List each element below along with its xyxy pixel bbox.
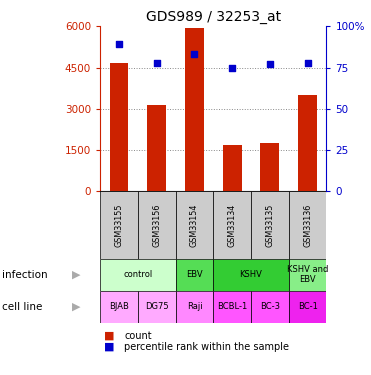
Title: GDS989 / 32253_at: GDS989 / 32253_at xyxy=(146,10,281,24)
Text: GSM33134: GSM33134 xyxy=(228,203,237,247)
Bar xyxy=(260,143,279,191)
Point xyxy=(229,64,235,70)
Bar xyxy=(185,28,204,191)
Bar xyxy=(298,95,317,191)
Bar xyxy=(289,191,326,259)
Point xyxy=(191,51,197,57)
Bar xyxy=(213,291,251,322)
Text: GSM33136: GSM33136 xyxy=(303,203,312,247)
Text: GSM33155: GSM33155 xyxy=(115,203,124,247)
Bar xyxy=(289,259,326,291)
Bar xyxy=(175,291,213,322)
Text: ▶: ▶ xyxy=(72,302,81,312)
Bar xyxy=(100,259,175,291)
Bar xyxy=(289,291,326,322)
Text: DG75: DG75 xyxy=(145,302,168,311)
Bar xyxy=(213,191,251,259)
Bar xyxy=(147,105,166,191)
Bar xyxy=(213,259,289,291)
Bar xyxy=(251,291,289,322)
Bar xyxy=(175,259,213,291)
Bar xyxy=(100,291,138,322)
Bar xyxy=(223,144,242,191)
Bar xyxy=(100,191,138,259)
Bar xyxy=(251,191,289,259)
Text: cell line: cell line xyxy=(2,302,42,312)
Bar xyxy=(138,191,175,259)
Text: EBV: EBV xyxy=(186,270,203,279)
Text: GSM33156: GSM33156 xyxy=(152,203,161,247)
Point xyxy=(154,60,160,66)
Text: infection: infection xyxy=(2,270,47,280)
Text: GSM33135: GSM33135 xyxy=(265,203,275,247)
Bar xyxy=(138,291,175,322)
Text: Raji: Raji xyxy=(187,302,202,311)
Text: ▶: ▶ xyxy=(72,270,81,280)
Text: BCBL-1: BCBL-1 xyxy=(217,302,247,311)
Text: count: count xyxy=(124,331,152,340)
Text: BC-1: BC-1 xyxy=(298,302,318,311)
Text: KSHV and
EBV: KSHV and EBV xyxy=(287,265,328,284)
Point xyxy=(267,61,273,67)
Point xyxy=(305,60,311,66)
Bar xyxy=(109,63,128,191)
Text: ■: ■ xyxy=(104,331,114,340)
Text: percentile rank within the sample: percentile rank within the sample xyxy=(124,342,289,352)
Text: BJAB: BJAB xyxy=(109,302,129,311)
Text: BC-3: BC-3 xyxy=(260,302,280,311)
Text: GSM33154: GSM33154 xyxy=(190,203,199,247)
Text: KSHV: KSHV xyxy=(240,270,262,279)
Text: control: control xyxy=(123,270,152,279)
Point xyxy=(116,41,122,47)
Text: ■: ■ xyxy=(104,342,114,352)
Bar xyxy=(175,191,213,259)
